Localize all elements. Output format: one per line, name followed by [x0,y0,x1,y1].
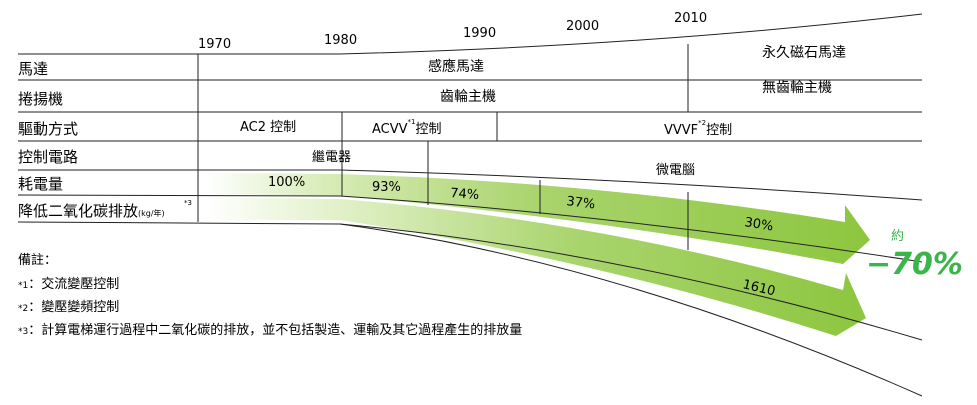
drive-ac2: AC2 控制 [240,120,296,135]
power-value: 100% [268,175,305,190]
motor-induction: 感應馬達 [428,58,484,75]
hoist-gearless: 無齒輪主機 [762,79,832,96]
reduction-label: 約 [891,229,904,244]
control-relay: 繼電器 [312,150,351,165]
year-label: 2000 [566,19,599,34]
row-label-motor: 馬達 [18,60,48,78]
year-label: 1970 [198,37,231,52]
power-value: 93% [372,180,401,195]
hoist-geared: 齒輪主機 [440,88,496,105]
notes-title: 備註： [18,252,57,268]
co2-value: 1610 [741,277,777,299]
co2-arrow [205,197,866,336]
note-item: *2：變壓變頻控制 [18,299,119,315]
year-label: 2010 [674,11,707,26]
row-label-co2: 降低二氧化碳排放(kg/年) [18,202,165,220]
co2-footnote-mark: *3 [184,199,192,207]
note-item: *3：計算電梯運行過程中二氧化碳的排放，並不包括製造、運輸及其它過程產生的排放量 [18,322,522,338]
year-label: 1990 [463,26,496,41]
note-item: *1：交流變壓控制 [18,276,119,292]
row-label-drive: 驅動方式 [18,120,78,138]
power-arrow [205,173,870,264]
power-value: 30% [743,215,774,234]
row-label-hoist: 捲揚機 [18,90,63,108]
table-grid [17,13,923,397]
reduction-value: −70% [866,247,963,282]
power-value: 37% [566,194,597,212]
drive-acvv: ACVV*1控制 [372,118,442,137]
year-label: 1980 [324,33,357,48]
power-value: 74% [450,186,480,203]
control-micro: 微電腦 [656,163,695,178]
row-label-control-circuit: 控制電路 [18,148,78,166]
drive-vvvf: VVVF*2控制 [664,119,732,138]
co2-unit: (kg/年) [138,208,165,218]
row-label-power: 耗電量 [18,175,63,193]
motor-permanent: 永久磁石馬達 [762,45,846,61]
